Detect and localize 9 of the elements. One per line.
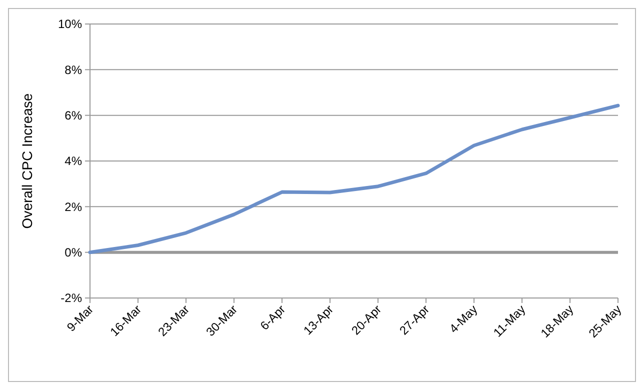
y-tick-label: 10% bbox=[58, 17, 82, 32]
line-series bbox=[88, 104, 620, 254]
y-tick-label: 2% bbox=[64, 200, 82, 214]
y-tick-label: 0% bbox=[64, 246, 82, 260]
y-tick-label: 8% bbox=[64, 62, 82, 77]
y-axis-title: Overall CPC Increase bbox=[19, 93, 35, 229]
y-tick-label: 4% bbox=[64, 154, 82, 168]
y-tick-label: 6% bbox=[64, 108, 82, 123]
y-tick-label: -2% bbox=[60, 291, 82, 306]
